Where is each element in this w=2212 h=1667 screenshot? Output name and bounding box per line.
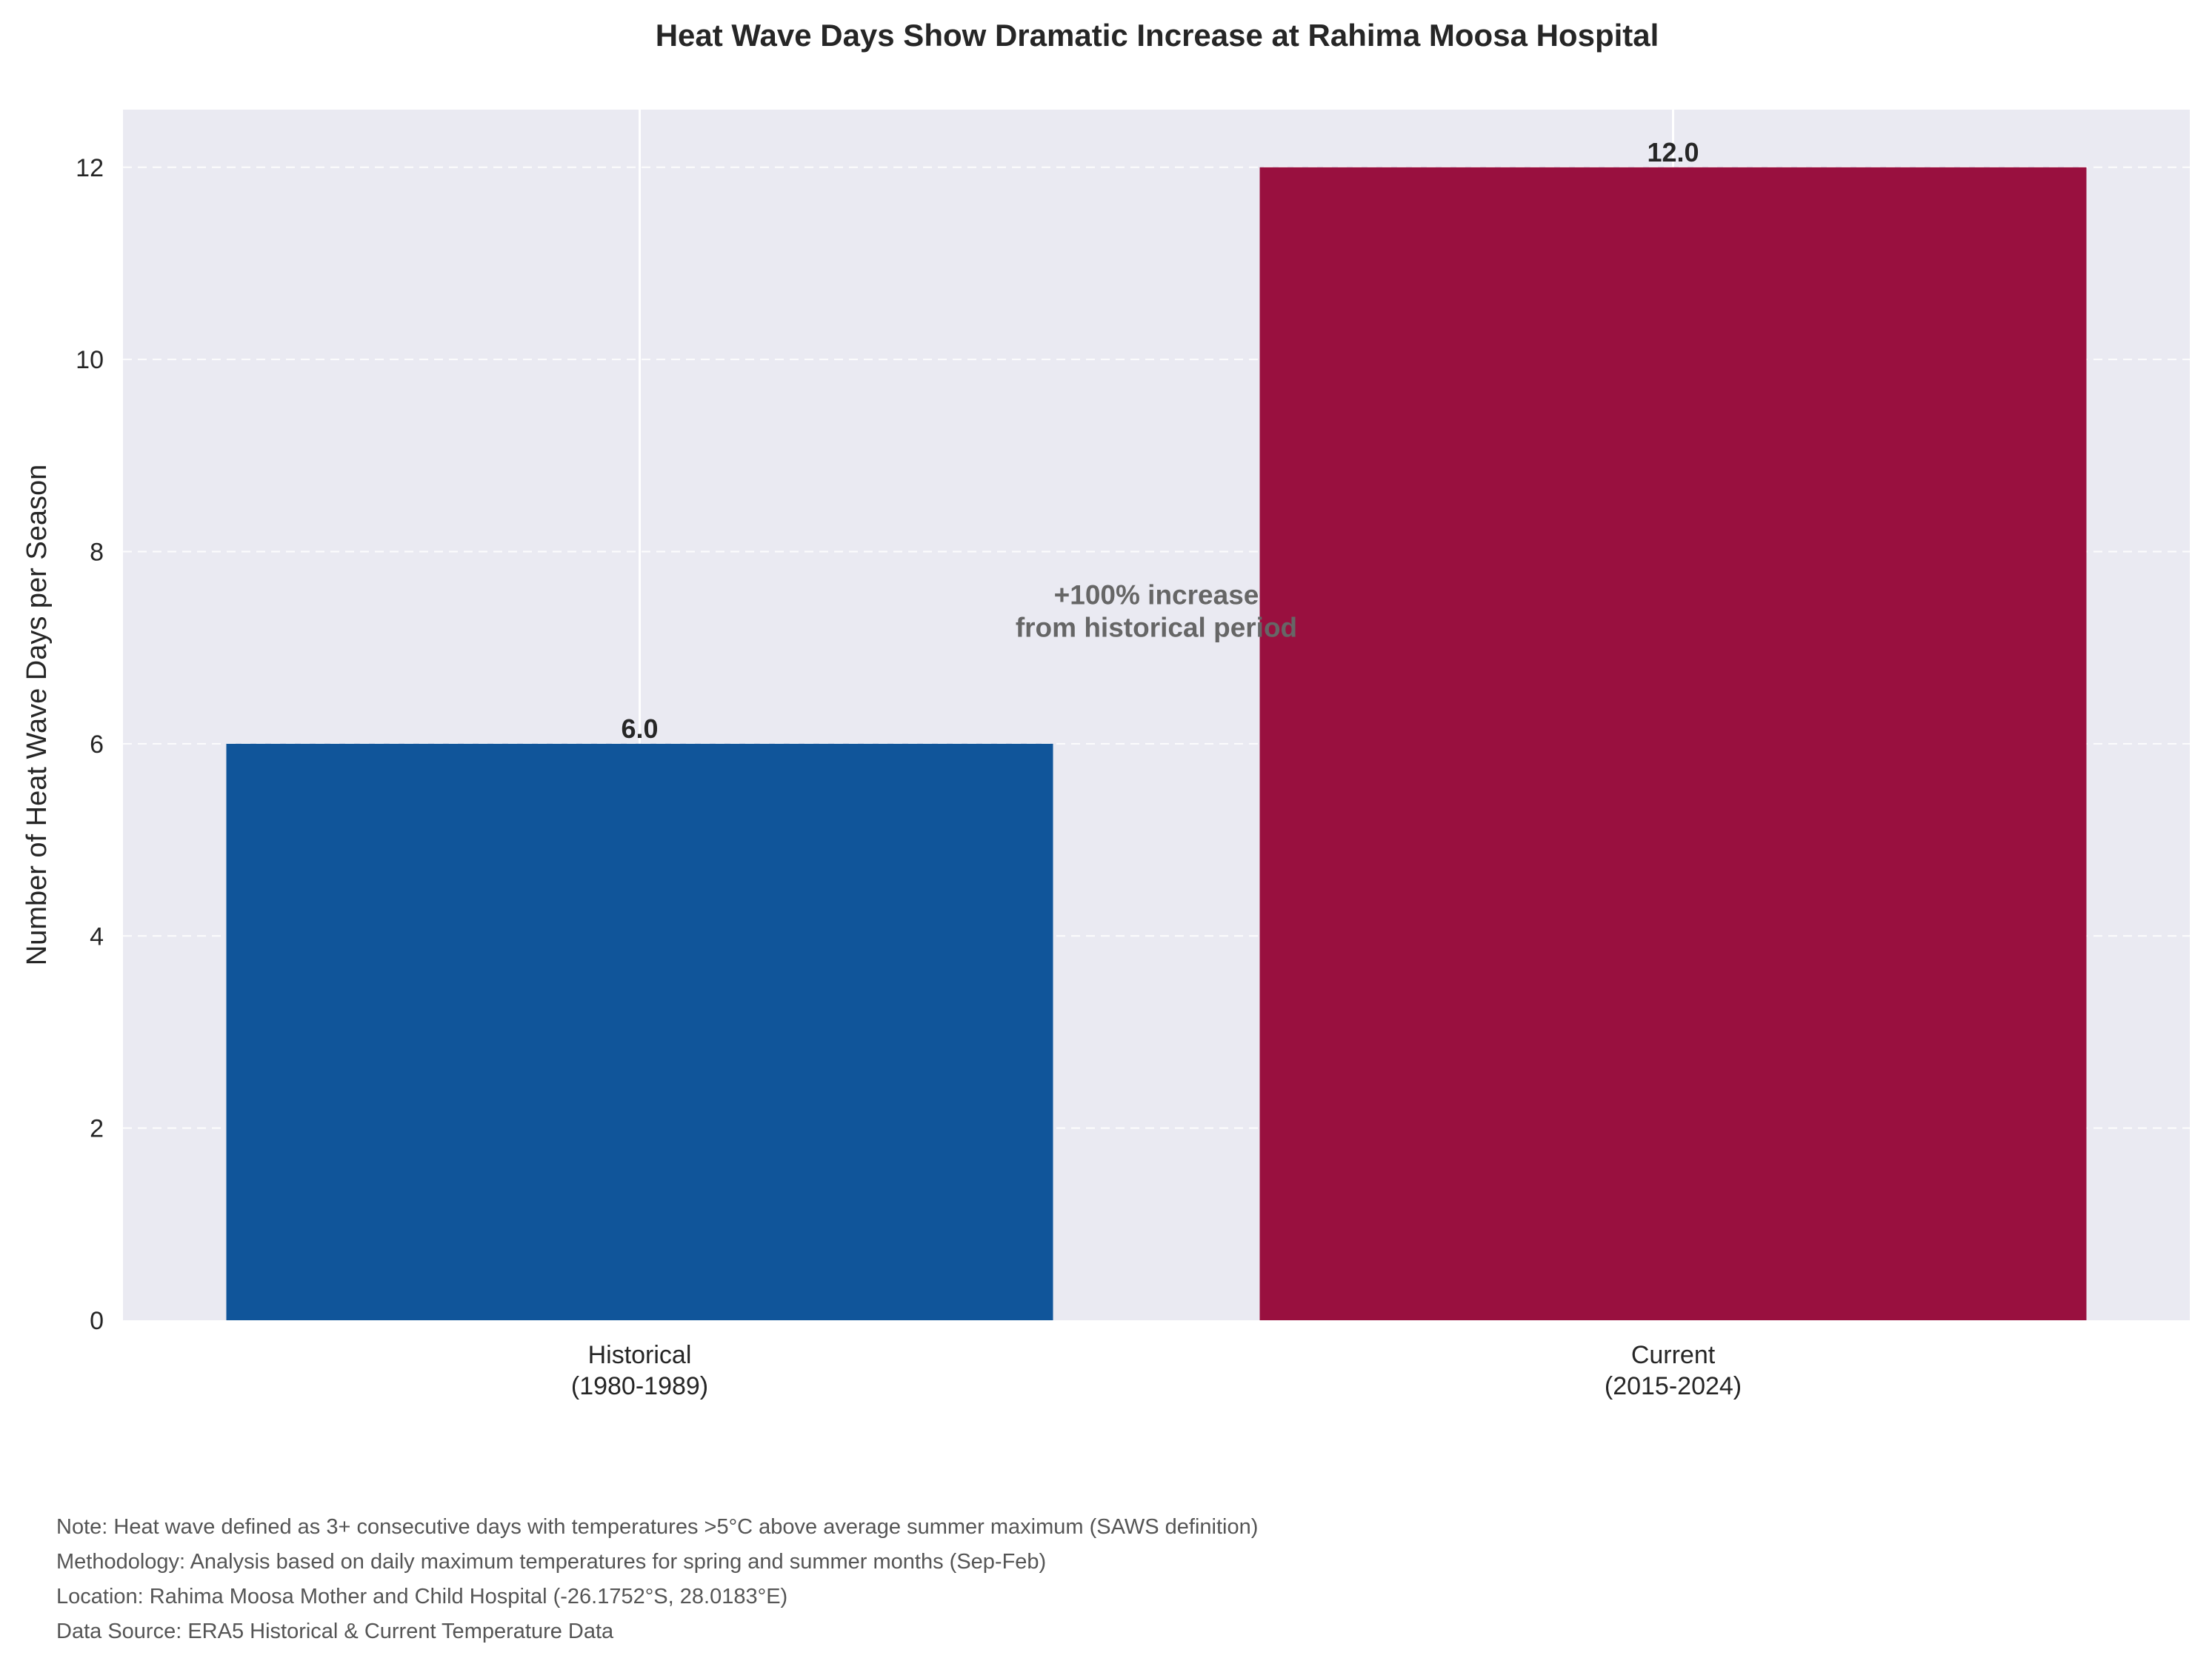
x-tick-label: Historical (1980-1989)	[571, 1341, 708, 1400]
y-tick-label: 8	[90, 539, 104, 567]
footnote-definition: Note: Heat wave defined as 3+ consecutiv…	[56, 1515, 1259, 1539]
x-axis-ticks: Historical (1980-1989) Current (2015-2024)	[571, 1341, 1742, 1400]
bar-value-label: 6.0	[621, 713, 658, 744]
bar	[1259, 167, 2087, 1320]
bar-value-label: 12.0	[1647, 137, 1699, 167]
bars: 6.0 12.0	[226, 137, 2087, 1320]
y-tick-label: 12	[76, 154, 104, 182]
chart-title: Heat Wave Days Show Dramatic Increase at…	[656, 18, 1659, 53]
y-tick-label: 2	[90, 1115, 104, 1143]
y-axis-label: Number of Heat Wave Days per Season	[21, 465, 53, 966]
y-tick-label: 6	[90, 731, 104, 759]
annotation-text: +100% increase from historical period	[1016, 579, 1297, 642]
y-tick-label: 4	[90, 922, 104, 951]
bar	[226, 743, 1053, 1320]
increase-annotation: +100% increase from historical period	[1016, 579, 1297, 642]
y-tick-label: 0	[90, 1307, 104, 1335]
x-tick-label: Current (2015-2024)	[1605, 1341, 1742, 1400]
footnote-location: Location: Rahima Moosa Mother and Child …	[56, 1585, 788, 1608]
y-tick-label: 10	[76, 346, 104, 374]
footnotes: Note: Heat wave defined as 3+ consecutiv…	[56, 1510, 1258, 1649]
footnote-source: Data Source: ERA5 Historical & Current T…	[56, 1620, 614, 1643]
footnote-methodology: Methodology: Analysis based on daily max…	[56, 1550, 1047, 1574]
y-axis-ticks: 0 2 4 6 8 10 12	[76, 154, 104, 1335]
